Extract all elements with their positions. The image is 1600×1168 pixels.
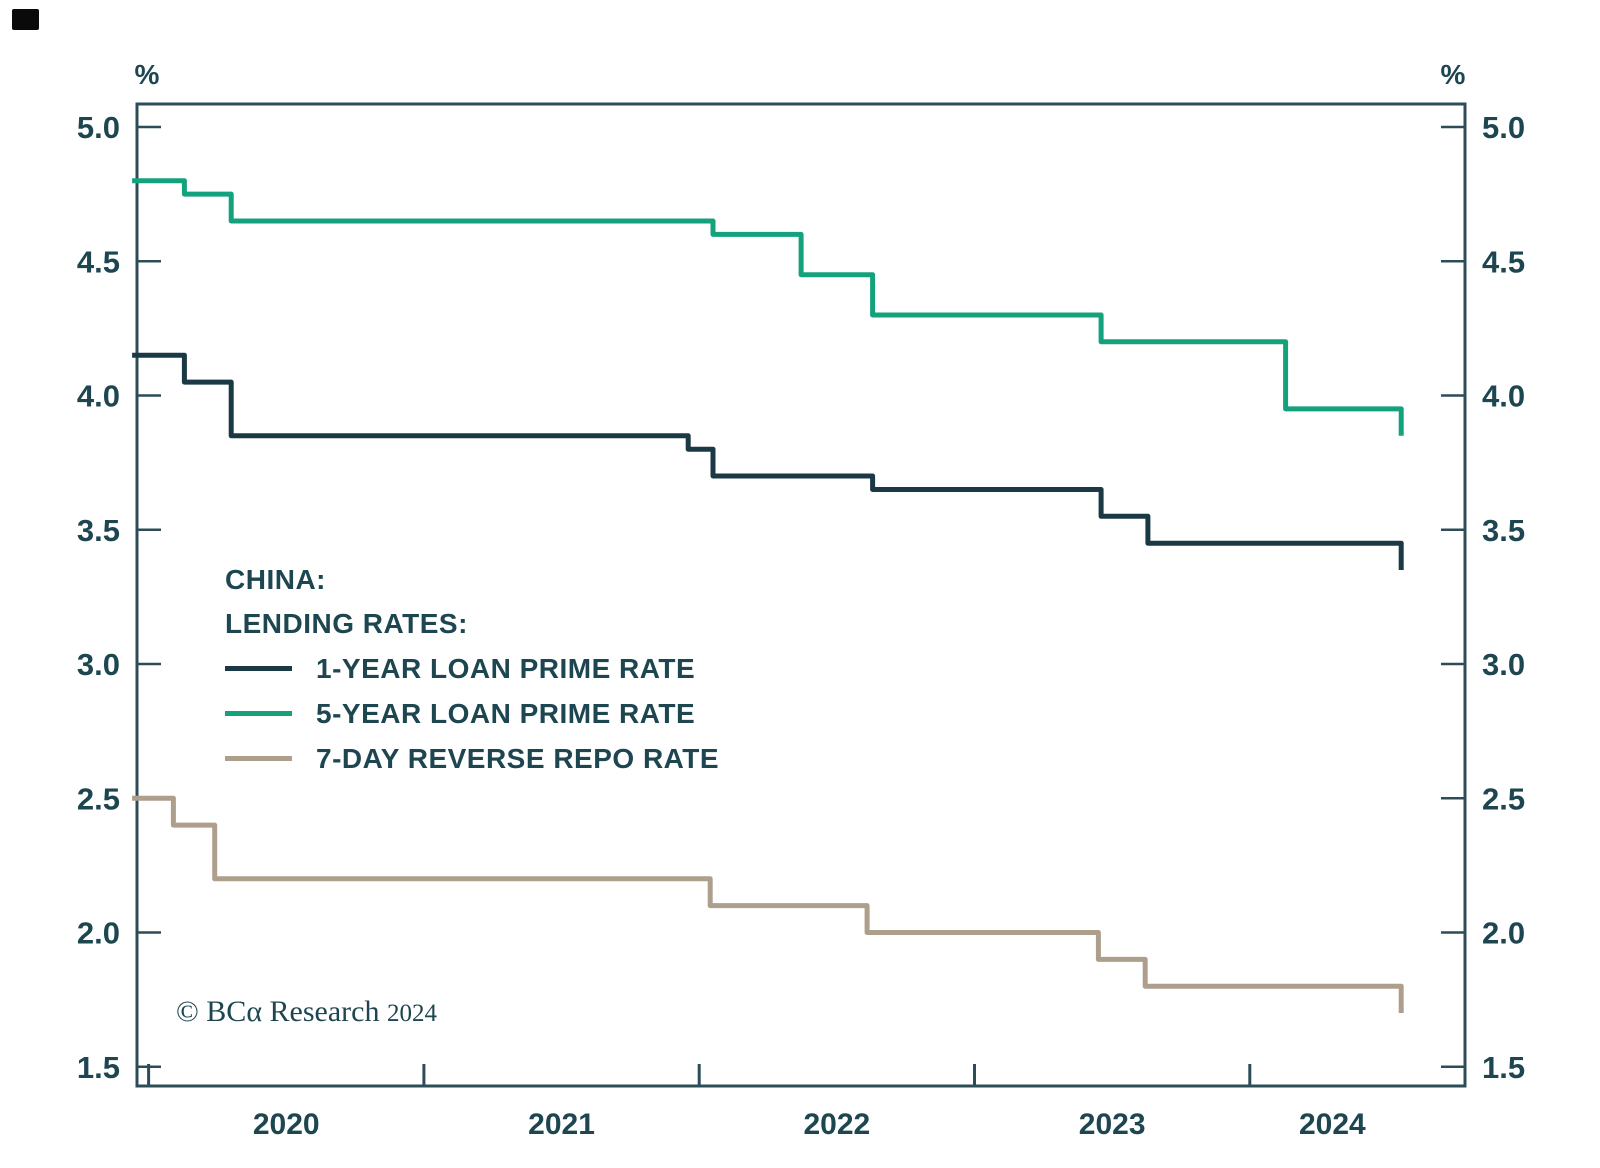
legend-swatch-1-year-lpr	[225, 666, 292, 671]
y-axis-label-right: 3.0	[1482, 647, 1525, 682]
y-axis-unit-right: %	[1441, 59, 1466, 90]
copyright-brand: © BCα Research	[176, 995, 380, 1028]
y-axis-label-right: 2.5	[1482, 781, 1525, 816]
series-line-7-day-reverse-repo-rate	[132, 795, 1404, 1013]
y-axis-label-left: 4.5	[77, 244, 120, 279]
legend-swatch-7-day-repo	[225, 756, 292, 761]
y-axis-label-left: 5.0	[77, 110, 120, 145]
copyright-notice: © BCα Research 2024	[176, 995, 437, 1029]
legend-item-1-year-lpr: 1-YEAR LOAN PRIME RATE	[225, 646, 719, 691]
legend-label-1-year-lpr: 1-YEAR LOAN PRIME RATE	[316, 652, 696, 684]
y-axis-label-right: 4.5	[1482, 244, 1525, 279]
legend-label-5-year-lpr: 5-YEAR LOAN PRIME RATE	[316, 697, 696, 729]
x-axis-label: 2024	[1299, 1108, 1366, 1141]
series-line-1-year-loan-prime-rate	[132, 352, 1404, 570]
legend-title-line1: CHINA:	[225, 564, 326, 595]
y-axis-label-left: 3.0	[77, 647, 120, 682]
y-axis-label-left: 1.5	[77, 1050, 120, 1085]
y-axis-label-right: 4.0	[1482, 379, 1525, 414]
x-axis-label: 2021	[528, 1108, 595, 1141]
y-axis-unit-left: %	[135, 59, 160, 90]
x-axis-label: 2022	[803, 1108, 870, 1141]
legend-title-line2: LENDING RATES:	[225, 608, 468, 639]
legend-item-5-year-lpr: 5-YEAR LOAN PRIME RATE	[225, 691, 719, 736]
y-axis-label-right: 1.5	[1482, 1050, 1525, 1085]
series-line-5-year-loan-prime-rate	[132, 178, 1404, 436]
legend-label-7-day-repo: 7-DAY REVERSE REPO RATE	[316, 742, 720, 774]
y-axis-label-left: 3.5	[77, 513, 120, 548]
plot-border	[135, 102, 1467, 1088]
y-axis-label-right: 5.0	[1482, 110, 1525, 145]
x-axis-label: 2023	[1079, 1108, 1146, 1141]
legend-swatch-5-year-lpr	[225, 711, 292, 716]
y-axis-label-left: 4.0	[77, 379, 120, 414]
y-axis-label-right: 3.5	[1482, 513, 1525, 548]
y-axis-label-left: 2.0	[77, 916, 120, 951]
x-axis-label: 2020	[253, 1108, 320, 1141]
y-axis-label-left: 2.5	[77, 781, 120, 816]
page-corner-mark	[12, 9, 39, 30]
y-axis-label-right: 2.0	[1482, 916, 1525, 951]
legend-item-7-day-repo: 7-DAY REVERSE REPO RATE	[225, 736, 719, 781]
copyright-year: 2024	[386, 1000, 437, 1027]
chart-legend: CHINA: LENDING RATES: 1-YEAR LOAN PRIME …	[225, 558, 719, 781]
